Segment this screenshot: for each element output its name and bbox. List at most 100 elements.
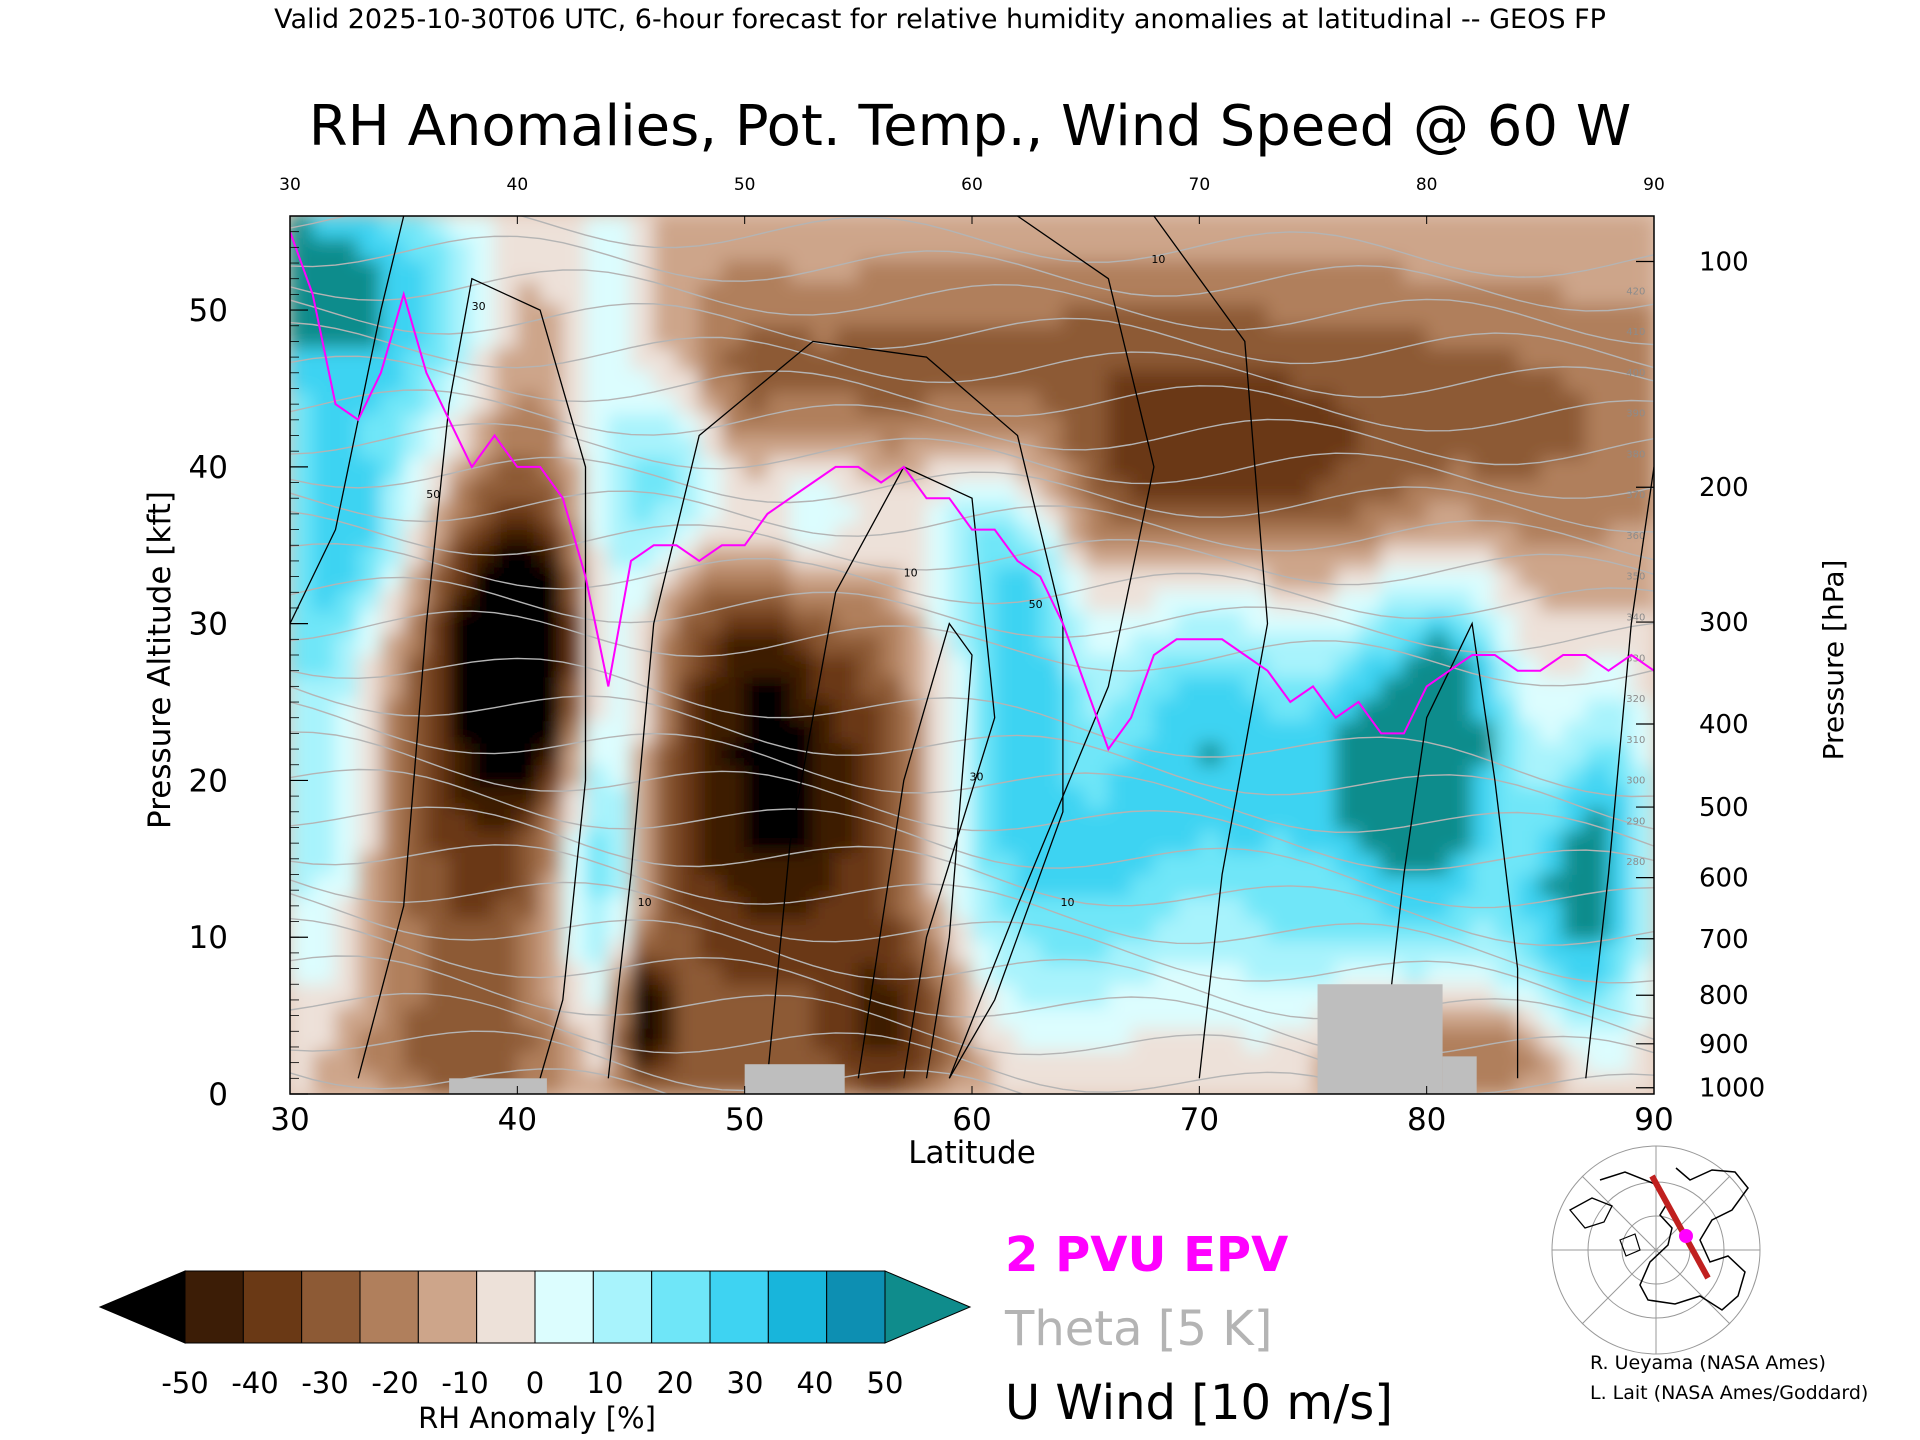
- field-cell: [1494, 544, 1519, 568]
- field-cell: [1403, 216, 1428, 239]
- field-cell: [1517, 1049, 1541, 1073]
- field-cell: [1562, 917, 1587, 941]
- field-cell: [1426, 216, 1450, 239]
- field-cell: [1380, 610, 1405, 634]
- field-cell: [1085, 874, 1109, 897]
- field-cell: [1426, 303, 1450, 327]
- field-cell: [1017, 544, 1041, 568]
- field-cell: [812, 544, 837, 568]
- field-cell: [1198, 1049, 1223, 1073]
- field-cell: [744, 764, 768, 788]
- field-cell: [585, 435, 609, 458]
- field-cell: [926, 500, 950, 524]
- field-cell: [1107, 391, 1132, 414]
- field-cell: [448, 961, 473, 985]
- u-wind-label: 50: [426, 488, 440, 501]
- field-cell: [971, 522, 996, 546]
- field-cell: [290, 478, 314, 502]
- field-cell: [425, 676, 450, 700]
- field-cell: [1539, 983, 1564, 1007]
- field-cell: [676, 544, 700, 568]
- u-wind-contour: [1380, 621, 1519, 1079]
- field-cell: [1471, 522, 1496, 546]
- colorbar-segment: [534, 1270, 594, 1344]
- field-cell: [1198, 325, 1223, 349]
- field-cell: [1630, 237, 1654, 261]
- field-cell: [425, 720, 450, 744]
- u-wind-contour: [857, 622, 973, 1079]
- field-cell: [653, 1005, 677, 1029]
- field-cell: [948, 457, 973, 480]
- field-cell: [1289, 588, 1314, 612]
- field-cell: [903, 720, 927, 744]
- field-cell: [1176, 764, 1200, 788]
- field-cell: [357, 1005, 382, 1029]
- field-cell: [1176, 874, 1200, 897]
- colorbar-tick-label: -50: [161, 1366, 208, 1400]
- field-cell: [562, 391, 586, 414]
- field-cell: [744, 413, 768, 436]
- field-cell: [1448, 961, 1473, 985]
- field-cell: [1426, 961, 1450, 985]
- field-cell: [1585, 896, 1609, 919]
- field-cell: [789, 457, 814, 480]
- field-cell: [1267, 1049, 1291, 1073]
- field-cell: [357, 522, 382, 546]
- field-cell: [403, 720, 427, 744]
- field-cell: [1562, 457, 1587, 480]
- field-cell: [1630, 413, 1654, 436]
- theta-label: 410: [1626, 327, 1645, 338]
- field-cell: [1517, 413, 1541, 436]
- field-cell: [835, 698, 859, 722]
- field-cell: [425, 830, 450, 853]
- field-cell: [1017, 325, 1041, 349]
- field-cell: [971, 1049, 996, 1073]
- field-cell: [948, 1049, 973, 1073]
- field-cell: [448, 698, 473, 722]
- field-cell: [653, 742, 677, 766]
- field-cell: [425, 413, 450, 436]
- field-cell: [1062, 413, 1087, 436]
- field-cell: [1608, 1027, 1632, 1051]
- field-cell: [971, 808, 996, 832]
- field-cell: [1107, 698, 1132, 722]
- u-wind-contour: [607, 340, 1064, 1079]
- field-cell: [744, 281, 768, 305]
- field-cell: [312, 874, 336, 897]
- field-cell: [585, 961, 609, 985]
- y-axis-label-left: Pressure Altitude [kft]: [142, 491, 178, 829]
- field-cell: [1335, 303, 1359, 327]
- field-cell: [562, 610, 586, 634]
- field-cell: [1608, 983, 1632, 1007]
- field-cell: [1289, 413, 1314, 436]
- field-cell: [607, 588, 632, 612]
- field-cell: [1130, 1005, 1155, 1029]
- field-cell: [357, 435, 382, 458]
- y-tick-label: 40: [189, 450, 228, 486]
- field-cell: [721, 698, 746, 722]
- field-cell: [1585, 917, 1609, 941]
- field-cell: [1539, 874, 1564, 897]
- field-cell: [653, 983, 677, 1007]
- field-cell: [1517, 808, 1541, 832]
- field-cell: [630, 917, 655, 941]
- field-cell: [1585, 983, 1609, 1007]
- field-cell: [857, 786, 882, 810]
- field-cell: [676, 391, 700, 414]
- field-cell: [1062, 303, 1087, 327]
- field-cell: [1198, 500, 1223, 524]
- field-cell: [1562, 435, 1587, 458]
- field-cell: [335, 500, 359, 524]
- theta-contour: [290, 992, 1380, 1094]
- field-cell: [1471, 435, 1496, 458]
- field-cell: [471, 852, 496, 875]
- y-tick-label: 0: [208, 1077, 228, 1113]
- field-cell: [857, 852, 882, 875]
- field-cell: [1039, 939, 1064, 963]
- field-cell: [1198, 896, 1223, 919]
- field-cell: [721, 369, 746, 392]
- field-cell: [789, 1005, 814, 1029]
- field-cell: [880, 939, 905, 963]
- field-cell: [335, 216, 359, 239]
- field-cell: [1085, 1027, 1109, 1051]
